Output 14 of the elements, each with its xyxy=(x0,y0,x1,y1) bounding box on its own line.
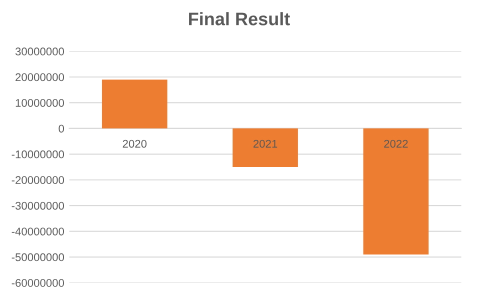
y-tick-label: 0 xyxy=(58,124,64,133)
y-tick-label: -20000000 xyxy=(12,176,64,184)
x-tick-label: 2020 xyxy=(122,140,147,148)
y-tick-label: -50000000 xyxy=(12,253,64,262)
y-tick-label: 30000000 xyxy=(15,48,64,56)
x-tick-label: 2021 xyxy=(253,140,278,148)
y-tick-label: -60000000 xyxy=(12,279,64,287)
y-tick-label: -10000000 xyxy=(12,150,64,158)
x-tick-label: 2022 xyxy=(384,140,408,148)
chart-title: Final Result xyxy=(189,12,290,26)
y-tick-label: 20000000 xyxy=(16,73,64,82)
y-tick-label: -30000000 xyxy=(12,202,64,210)
y-tick-label: 10000000 xyxy=(16,98,64,107)
y-tick-label: -40000000 xyxy=(12,228,64,236)
